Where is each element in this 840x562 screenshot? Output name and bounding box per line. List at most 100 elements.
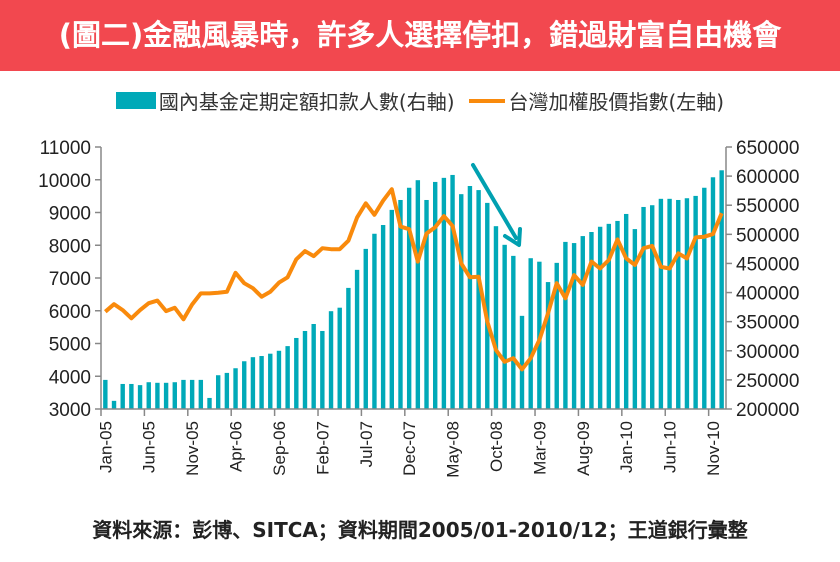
x-tick-label: Nov-10 — [704, 421, 723, 476]
bar — [285, 346, 290, 409]
x-tick-label: Feb-07 — [313, 421, 332, 475]
left-tick-label: 7000 — [49, 269, 91, 290]
bar — [719, 170, 724, 409]
bar — [597, 226, 603, 409]
bar — [328, 311, 334, 409]
bar — [459, 194, 464, 409]
x-tick-label: Dec-07 — [400, 421, 419, 476]
bar — [702, 187, 707, 409]
bar — [224, 372, 230, 409]
left-tick-label: 8000 — [49, 236, 91, 257]
bar — [433, 181, 438, 409]
bar — [450, 174, 455, 409]
bar — [650, 205, 655, 409]
bar — [424, 199, 429, 409]
x-tick-label: Nov-05 — [183, 421, 202, 476]
bar — [346, 287, 351, 409]
bar — [623, 213, 629, 409]
bar — [354, 269, 360, 409]
bar — [502, 244, 507, 409]
bar — [242, 361, 247, 409]
x-tick-label: Mar-09 — [530, 421, 549, 475]
right-tick-label: 500000 — [736, 225, 799, 246]
x-tick-label: Jan-05 — [96, 421, 115, 473]
left-tick-label: 4000 — [49, 367, 91, 388]
x-tick-label: May-08 — [444, 421, 463, 478]
right-tick-label: 200000 — [736, 400, 799, 421]
legend: 國內基金定期定額扣款人數(右軸) 台灣加權股價指數(左軸) — [0, 86, 840, 115]
legend-line-swatch — [468, 98, 505, 103]
bar — [129, 383, 134, 409]
bar — [467, 186, 473, 409]
bar — [554, 262, 559, 409]
bar — [511, 255, 516, 409]
bar — [398, 199, 403, 409]
x-tick-label: Jun-10 — [661, 421, 680, 473]
bar — [137, 385, 143, 409]
bar — [294, 337, 299, 409]
left-tick-label: 9000 — [49, 204, 91, 225]
bar — [676, 199, 681, 409]
bar — [389, 209, 394, 409]
left-tick-label: 3000 — [49, 400, 91, 421]
bar — [615, 220, 620, 409]
bar — [250, 357, 256, 409]
bar — [320, 330, 325, 409]
right-tick-label: 300000 — [736, 342, 799, 363]
bar — [163, 382, 169, 409]
bar — [380, 225, 386, 409]
bar — [172, 382, 177, 409]
right-tick-label: 600000 — [736, 167, 799, 188]
right-tick-label: 350000 — [736, 313, 799, 334]
bar — [589, 232, 594, 409]
left-tick-label: 11000 — [40, 138, 91, 159]
bar — [485, 202, 490, 409]
bar — [189, 379, 195, 409]
right-tick-label: 250000 — [736, 371, 799, 392]
legend-bar-label: 國內基金定期定額扣款人數(右軸) — [158, 90, 455, 114]
bar — [111, 400, 117, 409]
bar — [415, 180, 421, 409]
bar — [363, 248, 368, 409]
left-tick-label: 6000 — [49, 302, 91, 323]
x-tick-label: Aug-09 — [574, 421, 593, 476]
bar — [146, 382, 151, 409]
bar — [372, 233, 377, 409]
bar — [406, 187, 412, 409]
index-line — [103, 187, 724, 372]
bar — [571, 243, 577, 409]
bar — [580, 236, 585, 409]
arrow-head-icon — [503, 227, 522, 247]
left-tick-label: 5000 — [49, 335, 91, 356]
x-tick-label: Jul-07 — [357, 421, 376, 467]
x-tick-label: Jan-10 — [617, 421, 636, 473]
bar — [693, 195, 698, 409]
bar — [259, 356, 264, 409]
bar — [476, 190, 481, 409]
right-tick-label: 650000 — [736, 138, 799, 159]
bar — [337, 307, 342, 409]
bar — [606, 223, 612, 409]
bar — [302, 330, 308, 409]
bar — [493, 226, 499, 409]
x-tick-label: Sep-06 — [270, 421, 289, 476]
right-tick-label: 450000 — [736, 254, 799, 275]
arrow-icon — [471, 163, 518, 240]
bar — [528, 258, 533, 409]
x-tick-label: Oct-08 — [487, 421, 506, 472]
bar — [684, 198, 690, 409]
x-tick-label: Apr-06 — [227, 421, 246, 472]
x-tick-label: Jun-05 — [140, 421, 159, 473]
bar — [667, 198, 672, 409]
bar — [641, 206, 646, 409]
bar — [658, 198, 664, 409]
bar — [311, 323, 316, 409]
bar — [215, 375, 221, 409]
bar — [519, 315, 525, 409]
bar — [233, 368, 238, 409]
bar — [207, 397, 212, 409]
bar — [198, 379, 204, 409]
bar — [441, 177, 447, 409]
bar — [268, 353, 273, 409]
